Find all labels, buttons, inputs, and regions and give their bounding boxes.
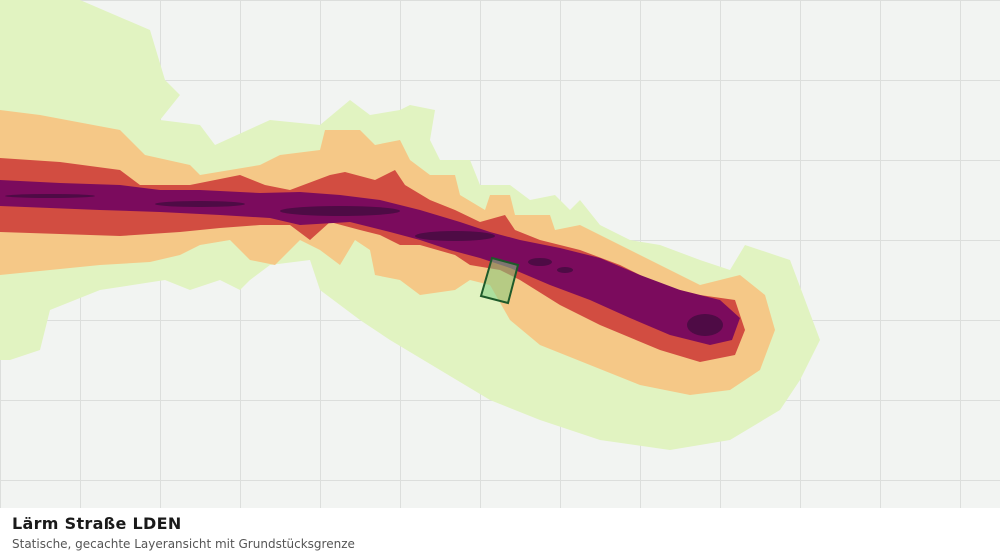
caption-subtitle: Statische, gecachte Layeransicht mit Gru… xyxy=(12,537,355,551)
caption-title: Lärm Straße LDEN xyxy=(12,514,182,533)
noise-core xyxy=(528,258,552,266)
noise-core xyxy=(5,194,95,198)
noise-core xyxy=(557,267,573,273)
noise-core xyxy=(415,231,495,241)
noise-core xyxy=(155,201,245,207)
noise-core xyxy=(280,206,400,216)
noise-zone-extreme xyxy=(5,194,723,336)
map[interactable] xyxy=(0,0,1000,508)
noise-zone-medium xyxy=(0,110,775,395)
caption: Lärm Straße LDEN Statische, gecachte Lay… xyxy=(0,508,1000,560)
noise-core xyxy=(687,314,723,336)
parcel-boundary[interactable] xyxy=(479,256,520,305)
